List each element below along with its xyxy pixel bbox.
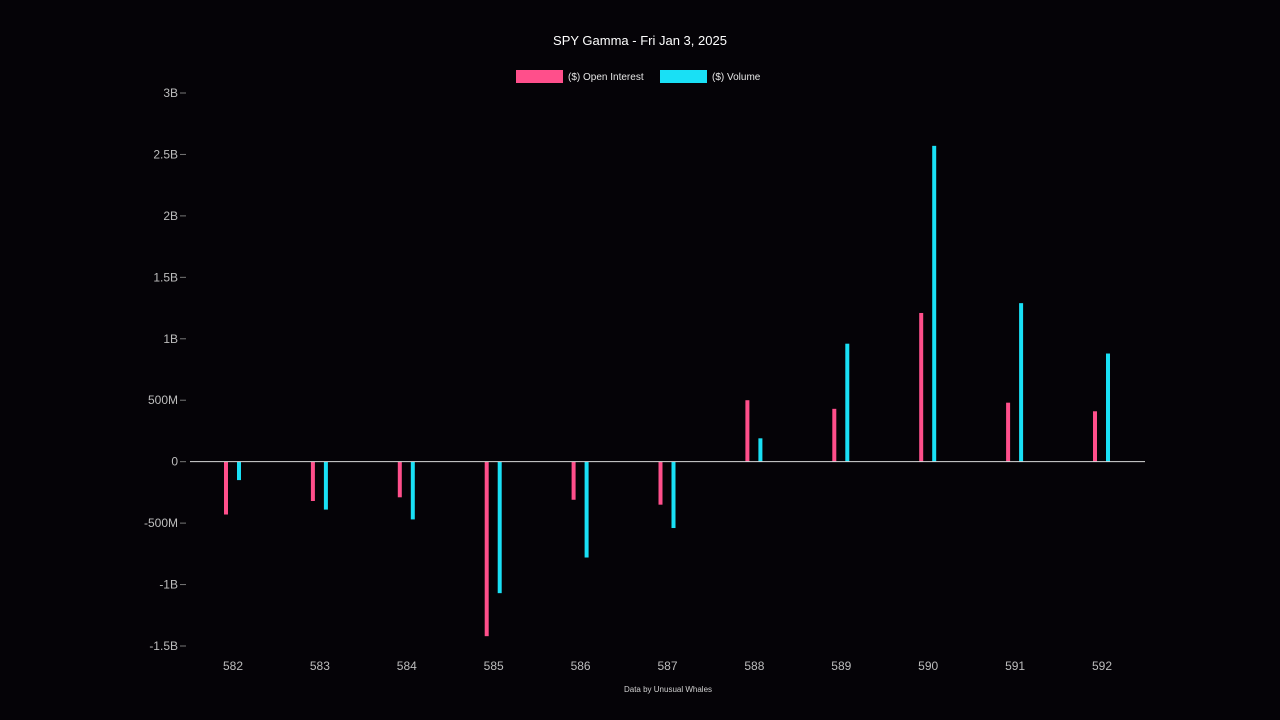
y-tick-label: 1B bbox=[163, 332, 178, 346]
x-tick-label: 583 bbox=[310, 659, 330, 673]
bar-open-interest-587[interactable] bbox=[658, 461, 663, 505]
bar-volume-591[interactable] bbox=[1019, 303, 1024, 462]
y-tick-label: -1B bbox=[159, 578, 178, 592]
x-tick-label: 590 bbox=[918, 659, 938, 673]
x-tick-label: 588 bbox=[744, 659, 764, 673]
x-tick-label: 584 bbox=[397, 659, 417, 673]
bar-open-interest-591[interactable] bbox=[1006, 402, 1011, 462]
bar-volume-588[interactable] bbox=[758, 438, 763, 462]
x-tick-label: 582 bbox=[223, 659, 243, 673]
bar-open-interest-582[interactable] bbox=[224, 461, 228, 515]
bar-open-interest-584[interactable] bbox=[397, 461, 402, 498]
bar-open-interest-588[interactable] bbox=[745, 400, 750, 462]
bar-open-interest-589[interactable] bbox=[832, 408, 837, 462]
bar-open-interest-586[interactable] bbox=[571, 461, 576, 500]
x-tick-label: 585 bbox=[484, 659, 504, 673]
bar-volume-592[interactable] bbox=[1106, 353, 1110, 462]
chart-title: SPY Gamma - Fri Jan 3, 2025 bbox=[553, 33, 727, 48]
y-axis: 3B 2.5B 2B 1.5B 1B 500M 0 -500M -1B -1.5B bbox=[144, 86, 186, 653]
bar-open-interest-592[interactable] bbox=[1093, 411, 1097, 462]
legend-label-volume[interactable]: ($) Volume bbox=[712, 72, 761, 83]
y-tick-label: 2B bbox=[163, 209, 178, 223]
bar-volume-582[interactable] bbox=[237, 461, 241, 481]
y-tick-label: 1.5B bbox=[153, 270, 178, 284]
x-tick-label: 587 bbox=[657, 659, 677, 673]
bar-volume-583[interactable] bbox=[323, 461, 328, 510]
bar-volume-584[interactable] bbox=[410, 461, 415, 520]
y-tick-label: 0 bbox=[171, 455, 178, 469]
legend-swatch-open-interest[interactable] bbox=[516, 70, 563, 83]
x-axis: 582 583 584 585 586 587 588 589 590 591 592 bbox=[223, 659, 1112, 673]
legend-label-open-interest[interactable]: ($) Open Interest bbox=[568, 72, 644, 83]
bar-open-interest-590[interactable] bbox=[919, 312, 924, 462]
footer-credit: Data by Unusual Whales bbox=[624, 685, 712, 694]
y-tick-label: 3B bbox=[163, 86, 178, 100]
x-tick-label: 589 bbox=[831, 659, 851, 673]
bar-open-interest-585[interactable] bbox=[484, 461, 489, 637]
bar-volume-586[interactable] bbox=[584, 461, 589, 558]
bar-volume-589[interactable] bbox=[845, 343, 850, 462]
y-tick-label: -500M bbox=[144, 516, 178, 530]
bar-volume-587[interactable] bbox=[671, 461, 676, 529]
x-tick-label: 592 bbox=[1092, 659, 1112, 673]
y-tick-label: -1.5B bbox=[149, 639, 178, 653]
bar-volume-590[interactable] bbox=[932, 145, 937, 462]
x-tick-label: 586 bbox=[571, 659, 591, 673]
bar-open-interest-583[interactable] bbox=[310, 461, 315, 501]
legend-swatch-volume[interactable] bbox=[660, 70, 707, 83]
y-tick-label: 500M bbox=[148, 393, 178, 407]
bar-volume-585[interactable] bbox=[497, 461, 502, 594]
legend: ($) Open Interest ($) Volume bbox=[516, 70, 761, 83]
x-tick-label: 591 bbox=[1005, 659, 1025, 673]
y-tick-label: 2.5B bbox=[153, 147, 178, 161]
bars bbox=[224, 145, 1110, 637]
